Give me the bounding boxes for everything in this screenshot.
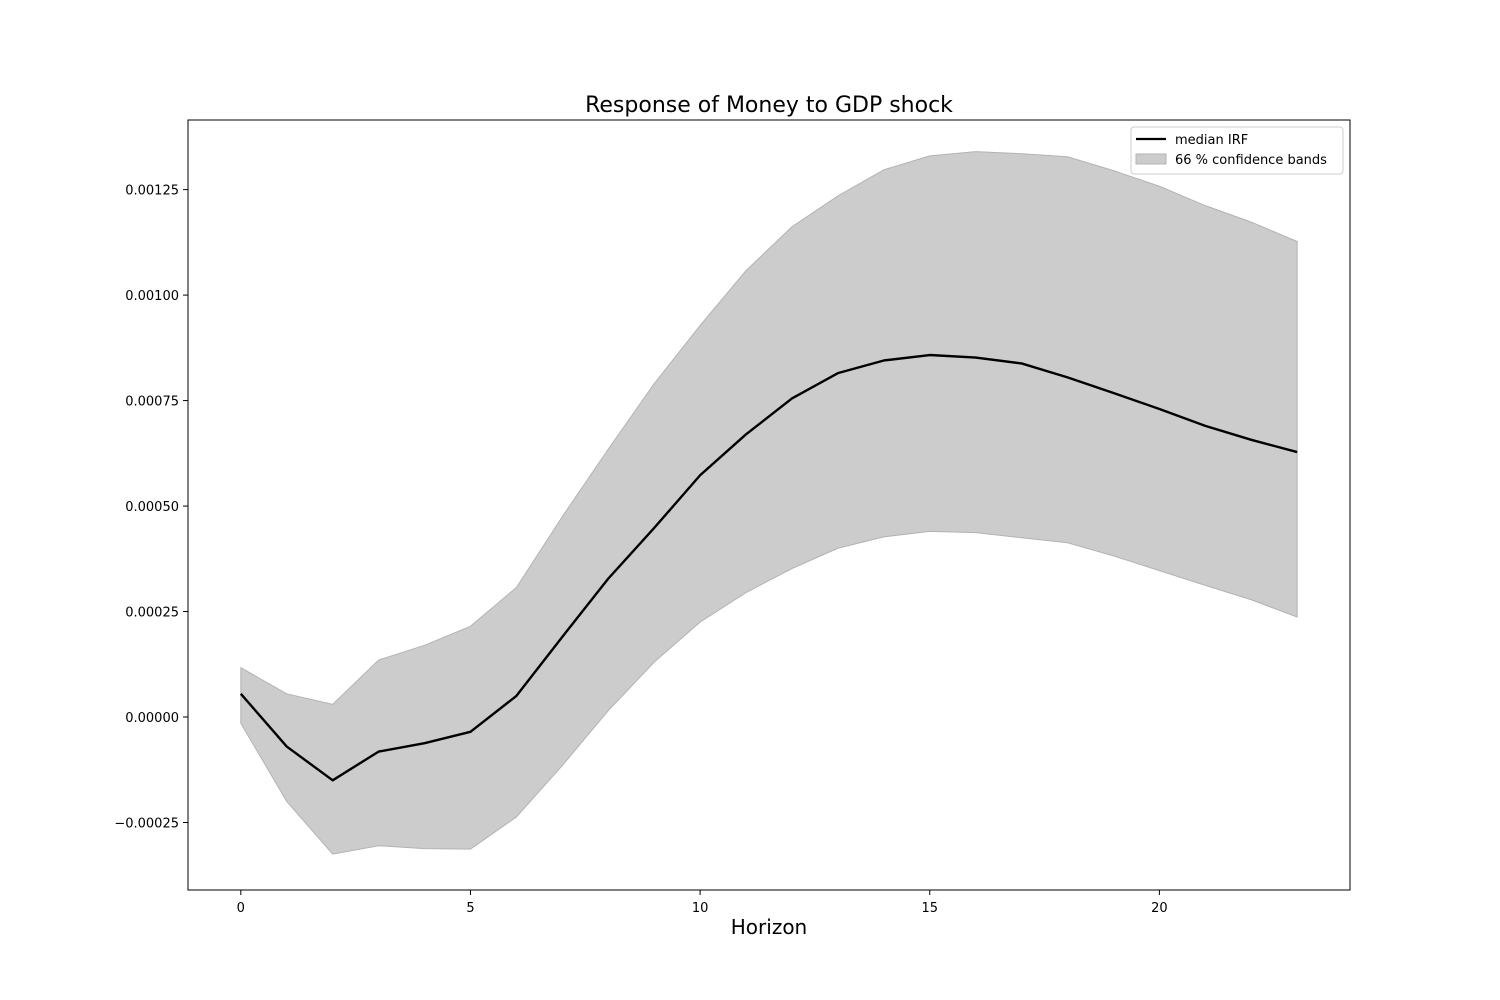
y-tick-label: 0.00125 xyxy=(125,184,179,199)
legend-band-swatch xyxy=(1135,153,1167,165)
x-axis-ticks: 0 5 10 15 20 xyxy=(237,890,1168,916)
median-irf-line xyxy=(239,353,1298,782)
x-tick-label: 0 xyxy=(237,901,245,916)
chart-title: Response of Money to GDP shock xyxy=(585,93,953,118)
confidence-band-area xyxy=(240,151,1298,855)
y-tick-label: 0.00050 xyxy=(125,500,179,515)
legend-label-median: median IRF xyxy=(1175,133,1248,148)
legend-box xyxy=(1130,126,1344,175)
x-tick-label: 10 xyxy=(692,901,709,916)
x-axis-label: Horizon xyxy=(731,915,807,939)
confidence-band-layer xyxy=(240,151,1298,855)
y-axis-ticks: −0.00025 0.00000 0.00025 0.00050 0.00075 0.00… xyxy=(114,184,188,831)
legend-label-band: 66 % confidence bands xyxy=(1175,153,1327,168)
y-tick-label: 0.00100 xyxy=(125,289,179,304)
y-tick-label: 0.00075 xyxy=(125,395,179,410)
x-tick-label: 15 xyxy=(921,901,938,916)
x-tick-label: 20 xyxy=(1151,901,1168,916)
plot-area-frame xyxy=(187,119,1351,891)
y-tick-label: 0.00025 xyxy=(125,606,179,621)
x-tick-label: 5 xyxy=(466,901,474,916)
median-line-layer xyxy=(239,353,1298,782)
legend: median IRF 66 % confidence bands xyxy=(1130,126,1344,175)
y-tick-label: −0.00025 xyxy=(114,816,179,831)
y-tick-label: 0.00000 xyxy=(125,711,179,726)
